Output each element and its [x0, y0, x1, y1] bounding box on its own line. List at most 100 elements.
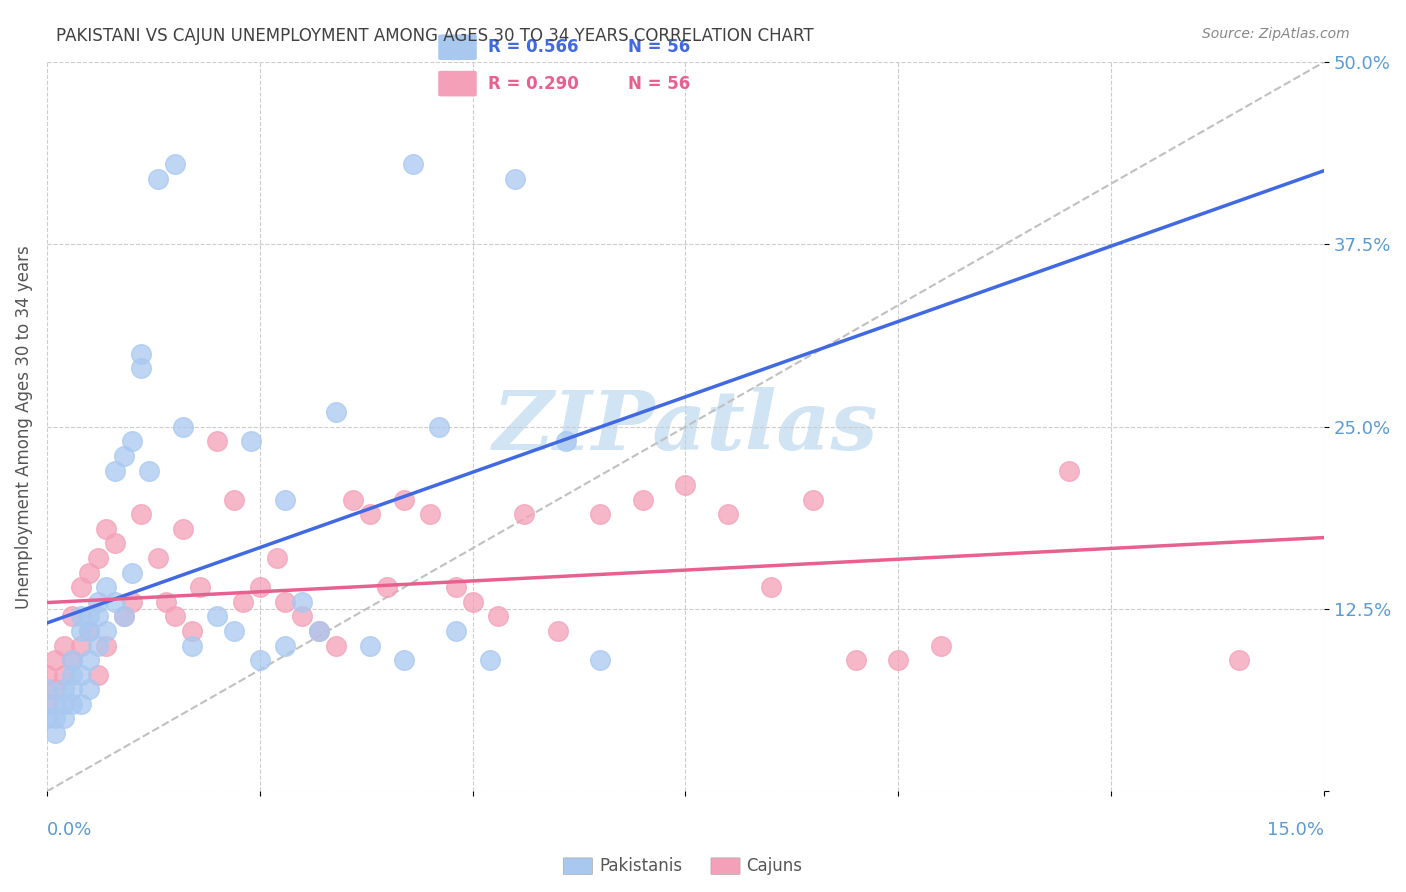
Point: [96, 580, 118, 594]
Point: [44, 711, 66, 725]
Point: [359, 508, 381, 522]
Point: [887, 653, 910, 667]
Point: [163, 157, 186, 171]
Point: [70, 639, 93, 653]
Point: [461, 595, 484, 609]
Point: [402, 157, 425, 171]
Point: [172, 419, 194, 434]
Point: [35, 682, 58, 697]
Point: [759, 580, 782, 594]
Point: [359, 639, 381, 653]
Text: 0.0%: 0.0%: [46, 821, 93, 838]
Point: [291, 595, 314, 609]
Point: [394, 653, 416, 667]
Text: N = 56: N = 56: [627, 38, 690, 56]
Point: [274, 639, 297, 653]
Point: [444, 580, 467, 594]
Point: [112, 609, 135, 624]
Point: [249, 653, 271, 667]
Point: [70, 624, 93, 638]
Point: [44, 697, 66, 711]
Point: [87, 667, 110, 681]
Point: [589, 653, 612, 667]
Point: [138, 463, 160, 477]
Point: [96, 522, 118, 536]
Point: [1227, 653, 1250, 667]
Point: [129, 361, 152, 376]
Point: [146, 171, 169, 186]
Y-axis label: Unemployment Among Ages 30 to 34 years: Unemployment Among Ages 30 to 34 years: [15, 245, 32, 608]
Point: [104, 463, 127, 477]
Point: [325, 639, 347, 653]
Point: [249, 580, 271, 594]
Point: [35, 711, 58, 725]
Point: [104, 536, 127, 550]
Point: [87, 609, 110, 624]
Point: [70, 667, 93, 681]
Point: [35, 697, 58, 711]
Point: [104, 595, 127, 609]
Point: [96, 624, 118, 638]
Point: [929, 639, 952, 653]
Point: [503, 171, 526, 186]
Point: [205, 609, 228, 624]
Point: [52, 682, 75, 697]
Point: [96, 639, 118, 653]
Point: [274, 492, 297, 507]
Point: [62, 682, 84, 697]
Text: N = 56: N = 56: [627, 75, 690, 93]
Point: [274, 595, 297, 609]
Point: [44, 653, 66, 667]
Point: [188, 580, 211, 594]
FancyBboxPatch shape: [439, 35, 477, 60]
Point: [240, 434, 263, 449]
Point: [547, 624, 569, 638]
Point: [121, 434, 143, 449]
Point: [146, 551, 169, 566]
Point: [70, 697, 93, 711]
Point: [52, 639, 75, 653]
Text: Cajuns: Cajuns: [747, 857, 803, 875]
Point: [79, 653, 101, 667]
Point: [87, 639, 110, 653]
Point: [394, 492, 416, 507]
Point: [172, 522, 194, 536]
Point: [266, 551, 288, 566]
Point: [631, 492, 654, 507]
FancyBboxPatch shape: [439, 71, 477, 95]
Point: [129, 347, 152, 361]
Point: [224, 624, 246, 638]
Point: [79, 624, 101, 638]
Point: [87, 595, 110, 609]
Point: [62, 653, 84, 667]
Point: [427, 419, 450, 434]
Point: [52, 711, 75, 725]
Point: [377, 580, 399, 594]
Point: [673, 478, 696, 492]
Point: [129, 508, 152, 522]
Point: [589, 508, 612, 522]
Point: [70, 609, 93, 624]
Point: [308, 624, 330, 638]
Point: [35, 667, 58, 681]
Point: [163, 609, 186, 624]
Text: PAKISTANI VS CAJUN UNEMPLOYMENT AMONG AGES 30 TO 34 YEARS CORRELATION CHART: PAKISTANI VS CAJUN UNEMPLOYMENT AMONG AG…: [56, 27, 814, 45]
Point: [325, 405, 347, 419]
Point: [478, 653, 501, 667]
Point: [79, 624, 101, 638]
Text: Pakistanis: Pakistanis: [599, 857, 682, 875]
Point: [62, 667, 84, 681]
Point: [801, 492, 824, 507]
Point: [180, 624, 202, 638]
Point: [87, 551, 110, 566]
Point: [121, 595, 143, 609]
FancyBboxPatch shape: [564, 858, 592, 874]
Point: [342, 492, 364, 507]
Point: [44, 726, 66, 740]
Point: [155, 595, 177, 609]
Text: R = 0.566: R = 0.566: [488, 38, 579, 56]
Point: [845, 653, 868, 667]
Point: [1057, 463, 1080, 477]
Text: ZIPatlas: ZIPatlas: [492, 387, 879, 467]
Point: [419, 508, 441, 522]
